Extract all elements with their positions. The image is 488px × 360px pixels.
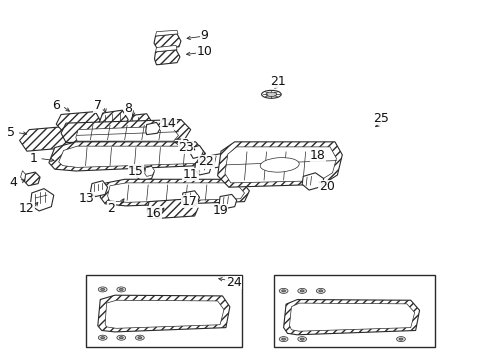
Ellipse shape [260,158,299,172]
Text: 21: 21 [269,75,285,88]
Ellipse shape [297,337,306,342]
Bar [273,275,434,347]
Polygon shape [145,122,160,135]
Text: 13: 13 [79,192,95,205]
Polygon shape [56,112,100,130]
Ellipse shape [117,287,125,292]
Polygon shape [302,173,323,190]
Text: 14: 14 [161,117,176,130]
Polygon shape [128,114,152,132]
Text: 19: 19 [212,204,227,217]
Text: 20: 20 [318,180,334,193]
Polygon shape [76,126,178,141]
Polygon shape [49,142,205,171]
Ellipse shape [101,337,104,339]
Ellipse shape [281,338,285,340]
Polygon shape [98,110,128,131]
Ellipse shape [300,290,304,292]
Polygon shape [219,194,236,209]
Polygon shape [90,181,107,197]
Ellipse shape [261,90,281,98]
Ellipse shape [138,337,142,339]
Text: 15: 15 [128,165,143,178]
Polygon shape [224,147,336,183]
Polygon shape [154,34,181,49]
Text: 23: 23 [178,141,193,154]
Polygon shape [144,166,154,176]
Ellipse shape [279,337,287,342]
Ellipse shape [265,92,276,96]
Polygon shape [100,179,249,206]
Text: 5: 5 [7,126,15,139]
Text: 1: 1 [29,152,37,165]
Polygon shape [24,172,40,186]
Ellipse shape [119,288,123,291]
Ellipse shape [119,337,123,339]
Ellipse shape [101,288,104,291]
Text: 4: 4 [10,176,18,189]
Ellipse shape [281,290,285,292]
Text: 18: 18 [309,149,325,162]
Bar [85,275,242,347]
Text: 16: 16 [146,207,162,220]
Polygon shape [59,146,200,167]
Text: 6: 6 [52,99,60,112]
Ellipse shape [98,335,107,340]
Text: 7: 7 [94,99,102,112]
Polygon shape [146,199,198,219]
Text: 12: 12 [19,202,35,215]
Text: 2: 2 [107,202,115,215]
Polygon shape [194,161,211,175]
Polygon shape [61,120,190,143]
Polygon shape [20,171,25,181]
Ellipse shape [318,290,322,292]
Ellipse shape [297,288,306,293]
Polygon shape [283,300,419,335]
Polygon shape [289,303,414,331]
Text: 11: 11 [183,168,198,181]
Text: 3: 3 [181,138,188,151]
Ellipse shape [398,338,402,340]
Polygon shape [107,183,244,202]
Polygon shape [30,189,54,211]
Polygon shape [155,45,177,52]
Ellipse shape [135,335,144,340]
Text: 9: 9 [200,29,208,42]
Text: 22: 22 [198,156,214,168]
Polygon shape [190,145,203,158]
Text: 24: 24 [225,276,241,289]
Ellipse shape [98,287,107,292]
Ellipse shape [300,338,304,340]
Text: 8: 8 [124,102,132,114]
Polygon shape [210,153,227,168]
Ellipse shape [117,335,125,340]
Polygon shape [217,142,342,187]
Ellipse shape [396,337,405,342]
Text: 10: 10 [196,45,212,58]
Polygon shape [155,30,178,36]
Polygon shape [20,126,78,151]
Polygon shape [105,300,224,328]
Ellipse shape [279,288,287,293]
Text: 17: 17 [182,195,197,208]
Text: 25: 25 [373,112,388,125]
Ellipse shape [316,288,325,293]
Polygon shape [98,295,229,332]
Polygon shape [154,50,180,65]
Polygon shape [182,191,199,206]
Polygon shape [137,166,154,181]
